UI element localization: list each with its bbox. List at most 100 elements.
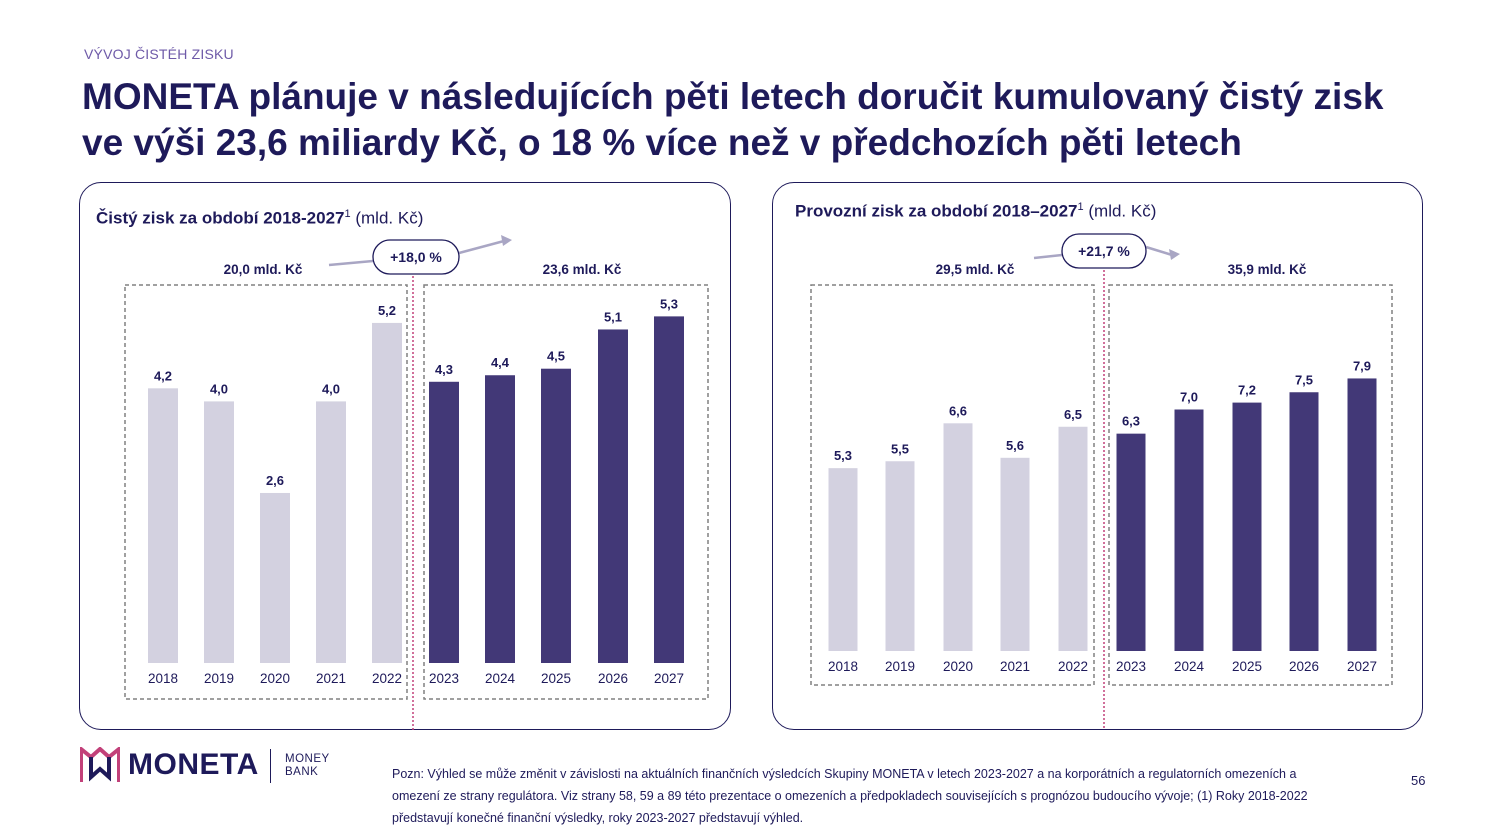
net-profit-value-label-2021: 4,0 <box>322 381 340 396</box>
operating-profit-value-label-2027: 7,9 <box>1353 358 1371 373</box>
operating-profit-bar-2021 <box>1000 457 1030 651</box>
net-profit-value-label-2019: 4,0 <box>210 381 228 396</box>
net-profit-panel <box>79 182 731 730</box>
net-profit-bar-2027 <box>654 316 684 663</box>
net-profit-year-label-2025: 2025 <box>541 671 571 686</box>
logo-subtitle: MONEY BANK <box>285 753 330 779</box>
operating-profit-bar-2025 <box>1232 402 1262 651</box>
operating-profit-year-label-2020: 2020 <box>943 659 973 674</box>
operating-profit-group-box-1 <box>810 284 1095 686</box>
operating-profit-growth-arrow-line-left <box>1033 253 1063 260</box>
operating-profit-bar-2018 <box>828 468 858 651</box>
net-profit-title-footnote-mark: 1 <box>344 208 351 220</box>
net-profit-value-label-2022: 5,2 <box>378 303 396 318</box>
net-profit-value-label-2025: 4,5 <box>547 349 565 364</box>
net-profit-title-text: Čistý zisk za období 2018-2027 <box>96 208 345 228</box>
operating-profit-group-total-2: 35,9 mld. Kč <box>1228 262 1307 277</box>
logo-subtitle-line1: MONEY <box>285 753 330 765</box>
operating-profit-year-label-2027: 2027 <box>1347 659 1377 674</box>
operating-profit-growth-bubble <box>1061 233 1147 269</box>
operating-profit-growth-arrow-line-right <box>1145 245 1173 257</box>
operating-profit-bar-2023 <box>1116 433 1146 651</box>
net-profit-bar-2021 <box>316 401 346 663</box>
operating-profit-growth-arrow-head-icon <box>1169 249 1180 260</box>
net-profit-year-label-2020: 2020 <box>260 671 290 686</box>
operating-profit-bar-2027 <box>1347 378 1377 651</box>
net-profit-growth-arrow-line-right <box>458 239 505 255</box>
net-profit-unit: (mld. Kč) <box>355 208 424 228</box>
net-profit-year-label-2026: 2026 <box>598 671 628 686</box>
net-profit-year-label-2024: 2024 <box>485 671 516 686</box>
net-profit-group-total-1: 20,0 mld. Kč <box>224 262 303 277</box>
footnote: Pozn: Výhled se může změnit v závislosti… <box>392 767 1308 825</box>
page-title: MONETA plánuje v následujících pěti lete… <box>82 76 1384 163</box>
operating-profit-value-label-2025: 7,2 <box>1238 383 1256 398</box>
net-profit-value-label-2020: 2,6 <box>266 473 284 488</box>
operating-profit-bar-2024 <box>1174 409 1204 651</box>
operating-profit-year-label-2026: 2026 <box>1289 659 1319 674</box>
net-profit-growth-arrow-head-icon <box>501 235 512 246</box>
operating-profit-title-text: Provozní zisk za období 2018–2027 <box>795 201 1078 221</box>
operating-profit-bar-2022 <box>1058 426 1088 651</box>
net-profit-year-label-2022: 2022 <box>372 671 402 686</box>
operating-profit-year-label-2025: 2025 <box>1232 659 1262 674</box>
operating-profit-bar-2026 <box>1289 392 1319 651</box>
net-profit-bar-2018 <box>148 388 178 663</box>
net-profit-year-label-2018: 2018 <box>148 671 178 686</box>
operating-profit-year-label-2022: 2022 <box>1058 659 1088 674</box>
moneta-logo-mark-icon <box>80 747 120 782</box>
net-profit-bar-2023 <box>429 381 459 663</box>
operating-profit-year-label-2019: 2019 <box>885 659 915 674</box>
operating-profit-panel <box>772 182 1423 730</box>
net-profit-growth-label: +18,0 % <box>390 249 442 265</box>
operating-profit-value-label-2021: 5,6 <box>1006 438 1024 453</box>
operating-profit-year-label-2021: 2021 <box>1000 659 1030 674</box>
operating-profit-chart-title: Provozní zisk za období 2018–20271 (mld.… <box>795 201 1156 222</box>
net-profit-bar-2024 <box>485 375 515 663</box>
net-profit-bar-2019 <box>204 401 234 663</box>
net-profit-value-label-2023: 4,3 <box>435 362 453 377</box>
net-profit-bar-2026 <box>598 329 628 663</box>
logo-divider <box>270 749 271 783</box>
operating-profit-year-label-2018: 2018 <box>828 659 858 674</box>
moneta-logo: MONETA MONEY BANK <box>80 745 350 787</box>
net-profit-bar-2020 <box>260 492 290 663</box>
net-profit-group-box-1 <box>124 284 408 700</box>
operating-profit-growth-label: +21,7 % <box>1078 243 1130 259</box>
operating-profit-value-label-2024: 7,0 <box>1180 390 1198 405</box>
operating-profit-year-label-2023: 2023 <box>1116 659 1146 674</box>
logo-subtitle-line2: BANK <box>285 766 319 778</box>
net-profit-growth-bubble <box>372 239 460 275</box>
operating-profit-unit: (mld. Kč) <box>1088 201 1157 221</box>
operating-profit-value-label-2023: 6,3 <box>1122 414 1140 429</box>
net-profit-bar-2025 <box>541 368 571 663</box>
page-number: 56 <box>1411 773 1426 788</box>
net-profit-year-label-2021: 2021 <box>316 671 346 686</box>
net-profit-year-label-2027: 2027 <box>654 671 684 686</box>
section-label: VÝVOJ ČISTÉH ZISKU <box>84 46 234 62</box>
net-profit-value-label-2018: 4,2 <box>154 368 172 383</box>
moneta-logo-wordmark: MONETA <box>128 748 259 781</box>
net-profit-chart-title: Čistý zisk za období 2018-20271 (mld. Kč… <box>96 208 423 229</box>
operating-profit-value-label-2022: 6,5 <box>1064 407 1082 422</box>
net-profit-bar-2022 <box>372 322 402 663</box>
operating-profit-value-label-2019: 5,5 <box>891 441 909 456</box>
net-profit-year-label-2019: 2019 <box>204 671 234 686</box>
operating-profit-value-label-2026: 7,5 <box>1295 372 1313 387</box>
operating-profit-group-box-2 <box>1108 284 1393 686</box>
net-profit-growth-arrow-line-left <box>328 259 374 267</box>
operating-profit-bar-2020 <box>943 423 973 651</box>
operating-profit-title-footnote-mark: 1 <box>1077 201 1084 213</box>
net-profit-value-label-2026: 5,1 <box>604 309 622 324</box>
operating-profit-group-total-1: 29,5 mld. Kč <box>936 262 1015 277</box>
operating-profit-value-label-2020: 6,6 <box>949 403 967 418</box>
operating-profit-year-label-2024: 2024 <box>1174 659 1205 674</box>
net-profit-group-box-2 <box>423 284 709 700</box>
net-profit-group-total-2: 23,6 mld. Kč <box>543 262 622 277</box>
operating-profit-value-label-2018: 5,3 <box>834 448 852 463</box>
net-profit-year-label-2023: 2023 <box>429 671 459 686</box>
net-profit-value-label-2024: 4,4 <box>491 355 510 370</box>
operating-profit-bar-2019 <box>885 461 915 651</box>
net-profit-value-label-2027: 5,3 <box>660 296 678 311</box>
